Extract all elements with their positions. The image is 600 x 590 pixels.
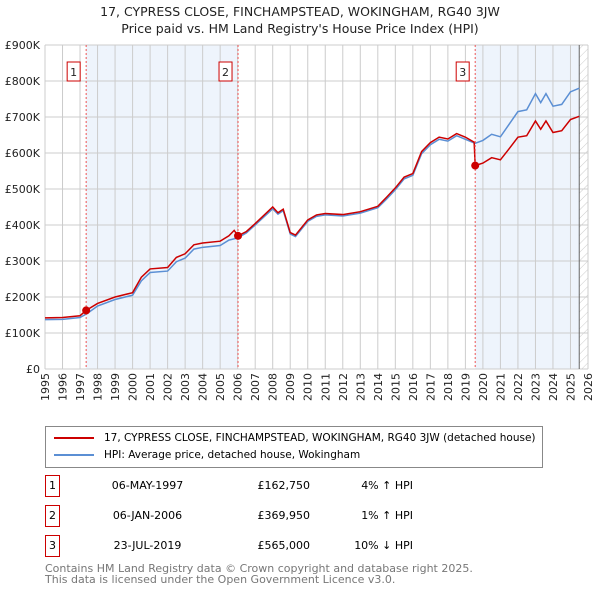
x-tick-label: 2009 <box>284 373 297 401</box>
sale-number: 2 <box>45 505 60 527</box>
x-tick-label: 2007 <box>249 373 262 401</box>
legend-item-hpi: HPI: Average price, detached house, Woki… <box>54 449 360 461</box>
sale-label-box <box>218 61 233 82</box>
x-tick-label: 2008 <box>267 373 280 401</box>
x-tick-label: 2016 <box>407 373 420 401</box>
footer-line: Contains HM Land Registry data © Crown c… <box>45 562 473 575</box>
y-tick-label: £600K <box>5 147 41 160</box>
sale-label-box <box>66 61 81 82</box>
series-line <box>44 115 580 319</box>
x-tick-label: 1998 <box>92 373 105 401</box>
x-tick-label: 2021 <box>494 373 507 401</box>
x-tick-label: 1995 <box>39 373 52 401</box>
x-tick-label: 2005 <box>214 373 227 401</box>
footer-line: This data is licensed under the Open Gov… <box>45 573 396 586</box>
x-tick-label: 2000 <box>127 373 140 401</box>
sale-number: 3 <box>45 535 60 557</box>
x-tick-label: 2010 <box>302 373 315 401</box>
x-tick-label: 2024 <box>547 373 560 401</box>
legend-label: HPI: Average price, detached house, Woki… <box>104 449 361 461</box>
x-tick-label: 1996 <box>57 373 70 401</box>
sale-hpi-diff: 1% ↑ HPI <box>361 509 413 522</box>
sale-label: 2 <box>222 66 229 79</box>
x-tick-label: 2001 <box>144 373 157 401</box>
footer: Contains HM Land Registry data © Crown c… <box>45 563 473 585</box>
x-tick-label: 2018 <box>442 373 455 401</box>
x-tick-label: 2022 <box>512 373 525 401</box>
sale-label: 3 <box>459 66 466 79</box>
sale-hpi-diff: 4% ↑ HPI <box>361 479 413 492</box>
x-tick-label: 2006 <box>232 373 245 401</box>
series-line <box>44 87 580 321</box>
sale-point <box>82 306 91 315</box>
y-tick-label: £500K <box>5 183 41 196</box>
sale-row: 2 06-JAN-2006 £369,950 1% ↑ HPI <box>45 505 465 527</box>
forecast-hatch <box>579 45 588 369</box>
y-tick-label: £900K <box>5 39 41 52</box>
sale-row: 1 06-MAY-1997 £162,750 4% ↑ HPI <box>45 475 465 497</box>
chart-title: 17, CYPRESS CLOSE, FINCHAMPSTEAD, WOKING… <box>100 4 500 19</box>
x-tick-label: 2013 <box>354 373 367 401</box>
x-tick-label: 2002 <box>162 373 175 401</box>
sale-point <box>234 231 243 240</box>
sale-row: 3 23-JUL-2019 £565,000 10% ↓ HPI <box>45 535 465 557</box>
y-tick-label: £100K <box>5 327 41 340</box>
x-tick-label: 1997 <box>74 373 87 401</box>
x-tick-label: 2020 <box>477 373 490 401</box>
sale-label: 1 <box>70 66 77 79</box>
red-line-swatch <box>54 437 94 439</box>
sale-price: £565,000 <box>257 539 311 552</box>
x-tick-label: 2011 <box>319 373 332 401</box>
sale-date: 06-MAY-1997 <box>111 479 184 492</box>
sale-point <box>471 161 480 170</box>
x-tick-label: 2023 <box>529 373 542 401</box>
x-tick-label: 2017 <box>424 373 437 401</box>
sale-hpi-diff: 10% ↓ HPI <box>354 539 413 552</box>
y-tick-label: £400K <box>5 219 41 232</box>
y-tick-label: £300K <box>5 255 41 268</box>
legend-item-property: 17, CYPRESS CLOSE, FINCHAMPSTEAD, WOKING… <box>54 432 536 444</box>
price-chart: 1995 1996 1997 1998 1999 2000 2001 2002 2003 2004… <box>5 39 595 401</box>
x-tick-label: 2015 <box>389 373 402 401</box>
y-tick-label: £200K <box>5 291 41 304</box>
x-tick-label: 2004 <box>197 373 210 401</box>
x-tick-label: 1999 <box>109 373 122 401</box>
x-tick-label: 2014 <box>372 373 385 401</box>
sale-price: £369,950 <box>257 509 311 522</box>
sale-date: 06-JAN-2006 <box>112 509 183 522</box>
y-tick-label: £700K <box>5 111 41 124</box>
x-tick-label: 2025 <box>564 373 577 401</box>
legend-label: 17, CYPRESS CLOSE, FINCHAMPSTEAD, WOKING… <box>104 432 536 444</box>
shaded-period <box>86 45 239 369</box>
chart-subtitle: Price paid vs. HM Land Registry's House … <box>121 21 479 36</box>
sale-label-box <box>455 61 470 82</box>
blue-line-swatch <box>54 454 94 456</box>
legend: 17, CYPRESS CLOSE, FINCHAMPSTEAD, WOKING… <box>45 426 543 468</box>
sale-date: 23-JUL-2019 <box>113 539 182 552</box>
sale-price: £162,750 <box>257 479 311 492</box>
shaded-period <box>475 45 580 369</box>
y-tick-label: £0 <box>26 363 40 376</box>
x-tick-label: 2012 <box>337 373 350 401</box>
x-tick-label: 2019 <box>459 373 472 401</box>
x-tick-label: 2026 <box>582 373 595 401</box>
sale-number: 1 <box>45 475 60 497</box>
y-tick-label: £800K <box>5 75 41 88</box>
x-tick-label: 2003 <box>179 373 192 401</box>
